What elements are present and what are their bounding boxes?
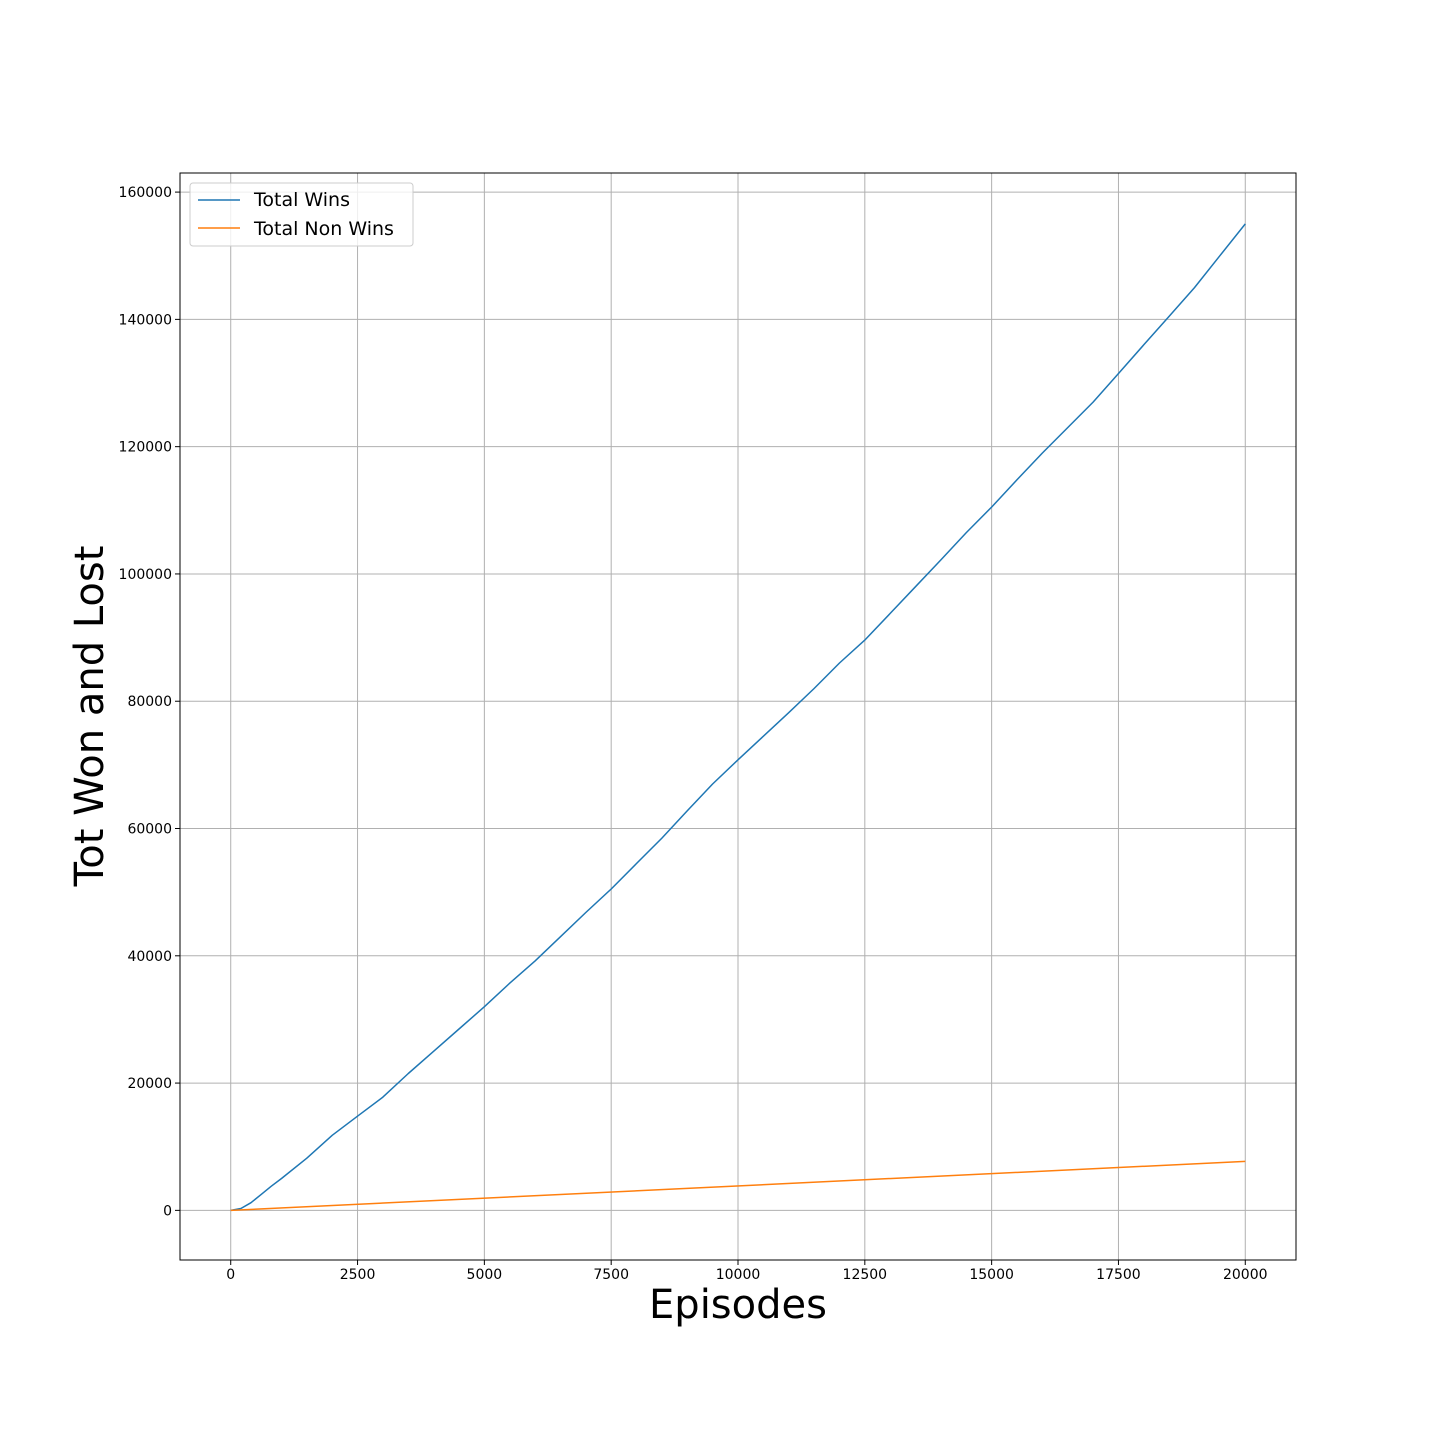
y-tick-label: 40000 (127, 949, 172, 965)
tick-labels: 0 2500 5000 7500 10000 12500 15000 17500 20000 0 2… (119, 185, 1268, 1283)
y-tick-label: 20000 (127, 1076, 172, 1092)
x-tick-label: 20000 (1223, 1267, 1268, 1283)
series-layer (230, 223, 1246, 1212)
series-line-total-wins (230, 223, 1246, 1212)
x-tick-label: 15000 (969, 1267, 1014, 1283)
legend: Total Wins Total Non Wins (189, 182, 414, 247)
legend-label-total-non-wins: Total Non Wins (253, 218, 394, 240)
y-tick-label: 80000 (127, 694, 172, 710)
y-tick-label: 60000 (127, 822, 172, 838)
grid-lines (180, 173, 1296, 1260)
y-axis-label: Tot Won and Lost (67, 546, 113, 888)
y-tick-label: 140000 (119, 312, 172, 328)
x-tick-label: 0 (226, 1267, 235, 1283)
x-axis-label: Episodes (649, 1282, 827, 1328)
tick-marks (175, 191, 1246, 1265)
x-tick-label: 10000 (716, 1267, 761, 1283)
x-tick-label: 2500 (340, 1267, 376, 1283)
y-tick-label: 120000 (119, 440, 172, 456)
legend-box (189, 182, 414, 247)
series-line-total-non-wins (230, 1160, 1246, 1212)
y-tick-label: 160000 (119, 185, 172, 201)
x-tick-label: 5000 (467, 1267, 503, 1283)
y-tick-label: 0 (163, 1203, 172, 1219)
x-tick-label: 17500 (1096, 1267, 1141, 1283)
y-tick-label: 100000 (119, 567, 172, 583)
x-tick-label: 12500 (843, 1267, 888, 1283)
legend-label-total-wins: Total Wins (253, 189, 350, 211)
x-tick-label: 7500 (593, 1267, 629, 1283)
